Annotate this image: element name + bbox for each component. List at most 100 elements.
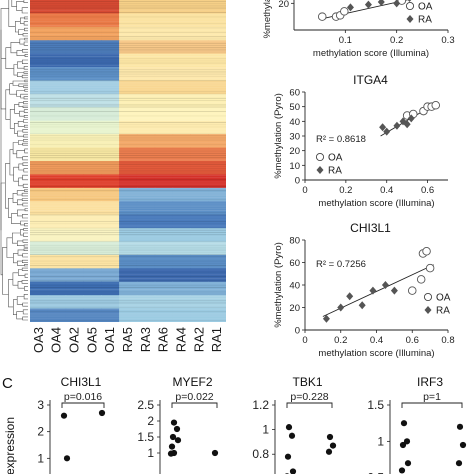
data-point	[169, 433, 177, 441]
heatmap-column-label: RA2	[191, 327, 206, 352]
heatmap-cell	[154, 26, 174, 41]
y-tick-label: 30	[289, 132, 300, 143]
heatmap-cell	[65, 214, 85, 229]
y-tick-label: 0	[295, 176, 300, 187]
dendrogram-link	[18, 140, 24, 145]
heatmap-cell	[119, 214, 138, 229]
heatmap-cell	[30, 80, 49, 95]
heatmap-cell	[136, 80, 156, 95]
heatmap-column-label: OA3	[31, 327, 46, 353]
heatmap-cell	[190, 241, 209, 256]
y-tick-label: 0.8	[252, 447, 269, 461]
y-tick-label: 0.5	[367, 471, 384, 474]
dendrogram-link	[24, 54, 28, 57]
heatmap-cell	[101, 228, 120, 243]
heatmap-cell	[101, 134, 120, 149]
heatmap-cell	[154, 295, 174, 310]
heatmap-cell	[190, 228, 209, 243]
y-tick-label: 60	[289, 258, 300, 269]
heatmap-cell	[119, 40, 138, 55]
dendrogram-link	[23, 115, 28, 118]
dendrogram-link	[22, 183, 28, 188]
p-value-label: p=0.228	[290, 391, 328, 403]
heatmap-cell	[172, 0, 191, 15]
heatmap-cell	[154, 241, 174, 256]
x-tick-label: 0.1	[339, 35, 352, 46]
dendrogram-link	[16, 150, 25, 159]
y-tick-label: 1	[37, 451, 44, 465]
dendrogram-link	[23, 41, 28, 46]
heatmap-cell	[136, 26, 156, 41]
data-point-ra	[390, 286, 398, 295]
dendrogram-link	[18, 29, 25, 35]
heatmap-cell	[101, 120, 120, 135]
dendrogram-link	[9, 83, 17, 95]
data-point-ra	[369, 286, 377, 295]
heatmap-cell	[190, 67, 209, 82]
dendrogram-link	[16, 296, 25, 305]
heatmap-cell	[30, 147, 49, 162]
dendrogram-link	[22, 316, 28, 321]
heatmap-cell	[190, 53, 209, 68]
dendrogram-link	[24, 273, 28, 278]
dendrogram-link	[0, 182, 6, 276]
heatmap-cell	[65, 241, 85, 256]
heatmap-cell	[65, 147, 85, 162]
dendrogram-link	[17, 209, 25, 217]
dendrogram-link	[9, 109, 15, 129]
subplot-title: MYEF2	[172, 375, 212, 389]
y-tick-label: 1.5	[367, 398, 384, 412]
heatmap-cell	[83, 295, 102, 310]
dendrogram-link	[22, 129, 28, 133]
heatmap-cell	[119, 174, 138, 189]
heatmap-cell	[101, 187, 120, 202]
heatmap-cell	[47, 241, 67, 256]
significance-bracket	[61, 402, 105, 408]
dendrogram-link	[22, 214, 28, 219]
y-tick-label: 1	[262, 423, 269, 437]
dendrogram-link	[22, 253, 28, 258]
heatmap-cell	[172, 93, 191, 108]
p-value-label: p=0.022	[175, 391, 213, 403]
y-tick-label: 20	[289, 303, 300, 314]
dendrogram-link	[22, 156, 28, 161]
data-point	[174, 437, 182, 444]
legend-label-ra: RA	[436, 306, 450, 317]
y-tick-label: 0	[295, 326, 300, 337]
data-point-ra	[393, 121, 401, 130]
dendrogram-link	[22, 162, 28, 166]
heatmap-cell	[101, 268, 120, 283]
y-tick-label: 2.5	[137, 398, 154, 412]
heatmap-cell	[190, 214, 209, 229]
heatmap-column-label: OA5	[84, 327, 99, 353]
heatmap-cell	[190, 254, 209, 269]
legend-marker-ra	[424, 306, 432, 314]
legend-marker-ra	[316, 166, 324, 174]
data-point-oa	[408, 286, 417, 295]
heatmap-cell	[30, 0, 49, 15]
heatmap-cell	[154, 214, 174, 229]
data-point	[170, 419, 178, 426]
dendrogram-link	[24, 223, 28, 227]
heatmap-cell	[208, 268, 226, 283]
x-tick-label: 0	[302, 185, 307, 196]
dendrogram-link	[12, 193, 18, 203]
y-axis-label: %methylation (Pyro)	[273, 242, 284, 328]
heatmap-cell	[136, 13, 156, 28]
heatmap-cell	[119, 147, 138, 162]
heatmap-column-label: RA1	[209, 327, 224, 352]
data-point-ra	[346, 3, 354, 12]
dendrogram-link	[24, 37, 28, 41]
y-tick-label: 20	[289, 146, 300, 157]
y-tick-label: 50	[289, 102, 300, 113]
heatmap-cell	[83, 147, 102, 162]
dendrogram-link	[24, 286, 28, 291]
data-point-ra	[383, 127, 391, 136]
heatmap-cell	[154, 93, 174, 108]
dendrogram-link	[17, 199, 23, 206]
heatmap-cell	[172, 147, 191, 162]
dendrogram-link	[22, 302, 28, 307]
heatmap-cell	[65, 53, 85, 68]
heatmap-cell	[190, 107, 209, 122]
dendrogram-link	[23, 248, 28, 251]
